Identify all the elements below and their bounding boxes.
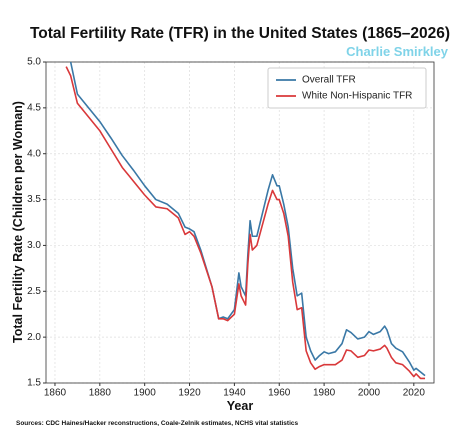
y-tick-label: 5.0 (27, 57, 41, 68)
legend-label: Overall TFR (302, 75, 356, 86)
x-tick-label: 1960 (268, 388, 291, 399)
x-tick-label: 1860 (44, 388, 67, 399)
legend-box (267, 67, 427, 109)
x-tick-label: 1980 (313, 388, 336, 399)
x-tick-label: 1940 (223, 388, 246, 399)
subtitle: Charlie Smirkley (346, 44, 449, 59)
x-tick-label: 1880 (89, 388, 112, 399)
y-axis-label: Total Fertility Rate (Children per Woman… (11, 101, 25, 343)
y-tick-label: 4.0 (27, 148, 41, 159)
y-tick-label: 4.5 (27, 102, 41, 113)
x-tick-label: 1920 (178, 388, 201, 399)
y-tick-label: 3.0 (27, 240, 41, 251)
y-tick-label: 2.5 (27, 286, 41, 297)
x-tick-label: 1900 (134, 388, 157, 399)
legend-label: White Non-Hispanic TFR (302, 91, 412, 102)
x-tick-label: 2020 (403, 388, 426, 399)
x-axis-label: Year (227, 399, 254, 413)
legend: Overall TFR White Non-Hispanic TFR (267, 67, 427, 109)
y-tick-label: 1.5 (27, 378, 41, 389)
chart-title: Total Fertility Rate (TFR) in the United… (30, 25, 450, 42)
x-tick-label: 2000 (358, 388, 381, 399)
plot-frame (45, 61, 435, 384)
line-series (69, 61, 426, 377)
y-tick-label: 3.5 (27, 194, 41, 205)
y-tick-label: 2.0 (27, 332, 41, 343)
source-note: Sources: CDC Haines/Hacker reconstructio… (16, 420, 299, 427)
line-series (65, 66, 426, 380)
